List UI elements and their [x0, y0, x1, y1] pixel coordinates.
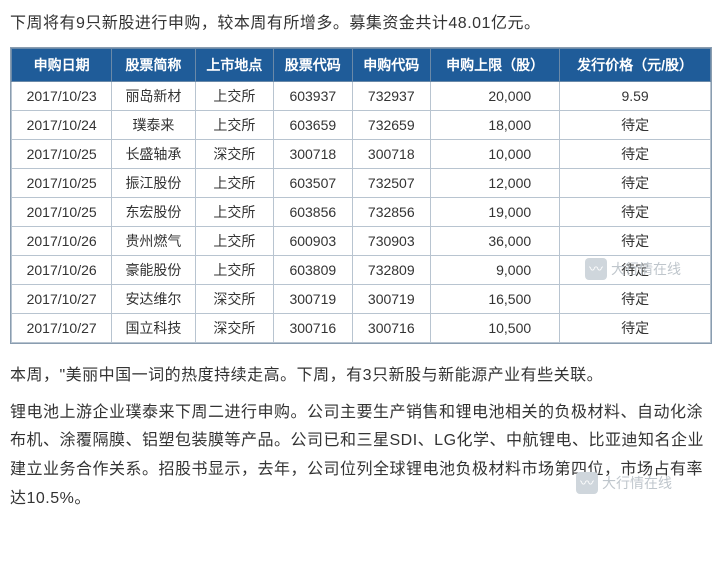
- table-cell: 2017/10/25: [12, 139, 112, 168]
- table-cell: 待定: [560, 197, 711, 226]
- table-cell: 10,500: [431, 313, 560, 342]
- table-cell: 待定: [560, 139, 711, 168]
- table-cell: 上交所: [195, 255, 273, 284]
- table-cell: 732659: [352, 110, 430, 139]
- col-exchange: 上市地点: [195, 48, 273, 81]
- table-cell: 603659: [274, 110, 352, 139]
- intro-paragraph: 下周将有9只新股进行申购，较本周有所增多。募集资金共计48.01亿元。: [10, 10, 712, 39]
- table-cell: 上交所: [195, 81, 273, 110]
- table-cell: 上交所: [195, 197, 273, 226]
- table-cell: 603856: [274, 197, 352, 226]
- table-cell: 732856: [352, 197, 430, 226]
- paragraph-2: 本周，"美丽中国一词的热度持续走高。下周，有3只新股与新能源产业有些关联。: [10, 362, 712, 391]
- table-row: 2017/10/23丽岛新材上交所60393773293720,0009.59: [12, 81, 711, 110]
- table-cell: 300718: [274, 139, 352, 168]
- table-cell: 上交所: [195, 110, 273, 139]
- table-cell: 豪能股份: [112, 255, 195, 284]
- paragraph-3: 锂电池上游企业璞泰来下周二进行申购。公司主要生产销售和锂电池相关的负极材料、自动…: [10, 399, 712, 514]
- ipo-table-container: 申购日期 股票简称 上市地点 股票代码 申购代码 申购上限（股） 发行价格（元/…: [10, 47, 712, 344]
- table-cell: 300716: [274, 313, 352, 342]
- table-row: 2017/10/25振江股份上交所60350773250712,000待定: [12, 168, 711, 197]
- table-header-row: 申购日期 股票简称 上市地点 股票代码 申购代码 申购上限（股） 发行价格（元/…: [12, 48, 711, 81]
- table-cell: 2017/10/25: [12, 168, 112, 197]
- table-cell: 待定: [560, 110, 711, 139]
- table-cell: 2017/10/23: [12, 81, 112, 110]
- table-cell: 2017/10/26: [12, 255, 112, 284]
- table-row: 2017/10/27国立科技深交所30071630071610,500待定: [12, 313, 711, 342]
- table-cell: 待定: [560, 226, 711, 255]
- table-cell: 深交所: [195, 313, 273, 342]
- table-cell: 16,500: [431, 284, 560, 313]
- table-row: 2017/10/27安达维尔深交所30071930071916,500待定: [12, 284, 711, 313]
- table-cell: 待定: [560, 255, 711, 284]
- table-cell: 长盛轴承: [112, 139, 195, 168]
- table-cell: 东宏股份: [112, 197, 195, 226]
- table-row: 2017/10/26豪能股份上交所6038097328099,000待定: [12, 255, 711, 284]
- table-cell: 10,000: [431, 139, 560, 168]
- table-cell: 300719: [274, 284, 352, 313]
- table-cell: 璞泰来: [112, 110, 195, 139]
- table-cell: 732937: [352, 81, 430, 110]
- table-cell: 国立科技: [112, 313, 195, 342]
- table-cell: 12,000: [431, 168, 560, 197]
- ipo-table: 申购日期 股票简称 上市地点 股票代码 申购代码 申购上限（股） 发行价格（元/…: [11, 48, 711, 343]
- table-cell: 深交所: [195, 139, 273, 168]
- table-cell: 待定: [560, 168, 711, 197]
- table-cell: 603809: [274, 255, 352, 284]
- table-cell: 9,000: [431, 255, 560, 284]
- table-cell: 732507: [352, 168, 430, 197]
- table-cell: 2017/10/26: [12, 226, 112, 255]
- table-cell: 上交所: [195, 226, 273, 255]
- col-price: 发行价格（元/股）: [560, 48, 711, 81]
- table-cell: 732809: [352, 255, 430, 284]
- table-cell: 丽岛新材: [112, 81, 195, 110]
- table-cell: 300719: [352, 284, 430, 313]
- table-cell: 603937: [274, 81, 352, 110]
- table-cell: 待定: [560, 284, 711, 313]
- table-cell: 603507: [274, 168, 352, 197]
- table-cell: 待定: [560, 313, 711, 342]
- table-cell: 贵州燃气: [112, 226, 195, 255]
- table-cell: 18,000: [431, 110, 560, 139]
- table-cell: 振江股份: [112, 168, 195, 197]
- table-cell: 36,000: [431, 226, 560, 255]
- col-name: 股票简称: [112, 48, 195, 81]
- table-cell: 安达维尔: [112, 284, 195, 313]
- table-cell: 300716: [352, 313, 430, 342]
- table-cell: 730903: [352, 226, 430, 255]
- table-row: 2017/10/25长盛轴承深交所30071830071810,000待定: [12, 139, 711, 168]
- col-date: 申购日期: [12, 48, 112, 81]
- table-row: 2017/10/26贵州燃气上交所60090373090336,000待定: [12, 226, 711, 255]
- col-stockcode: 股票代码: [274, 48, 352, 81]
- table-row: 2017/10/24璞泰来上交所60365973265918,000待定: [12, 110, 711, 139]
- table-cell: 深交所: [195, 284, 273, 313]
- table-row: 2017/10/25东宏股份上交所60385673285619,000待定: [12, 197, 711, 226]
- table-cell: 2017/10/24: [12, 110, 112, 139]
- table-cell: 9.59: [560, 81, 711, 110]
- table-cell: 20,000: [431, 81, 560, 110]
- table-cell: 2017/10/27: [12, 313, 112, 342]
- table-cell: 2017/10/25: [12, 197, 112, 226]
- table-cell: 2017/10/27: [12, 284, 112, 313]
- col-limit: 申购上限（股）: [431, 48, 560, 81]
- col-applycode: 申购代码: [352, 48, 430, 81]
- table-cell: 19,000: [431, 197, 560, 226]
- table-cell: 上交所: [195, 168, 273, 197]
- table-cell: 300718: [352, 139, 430, 168]
- table-cell: 600903: [274, 226, 352, 255]
